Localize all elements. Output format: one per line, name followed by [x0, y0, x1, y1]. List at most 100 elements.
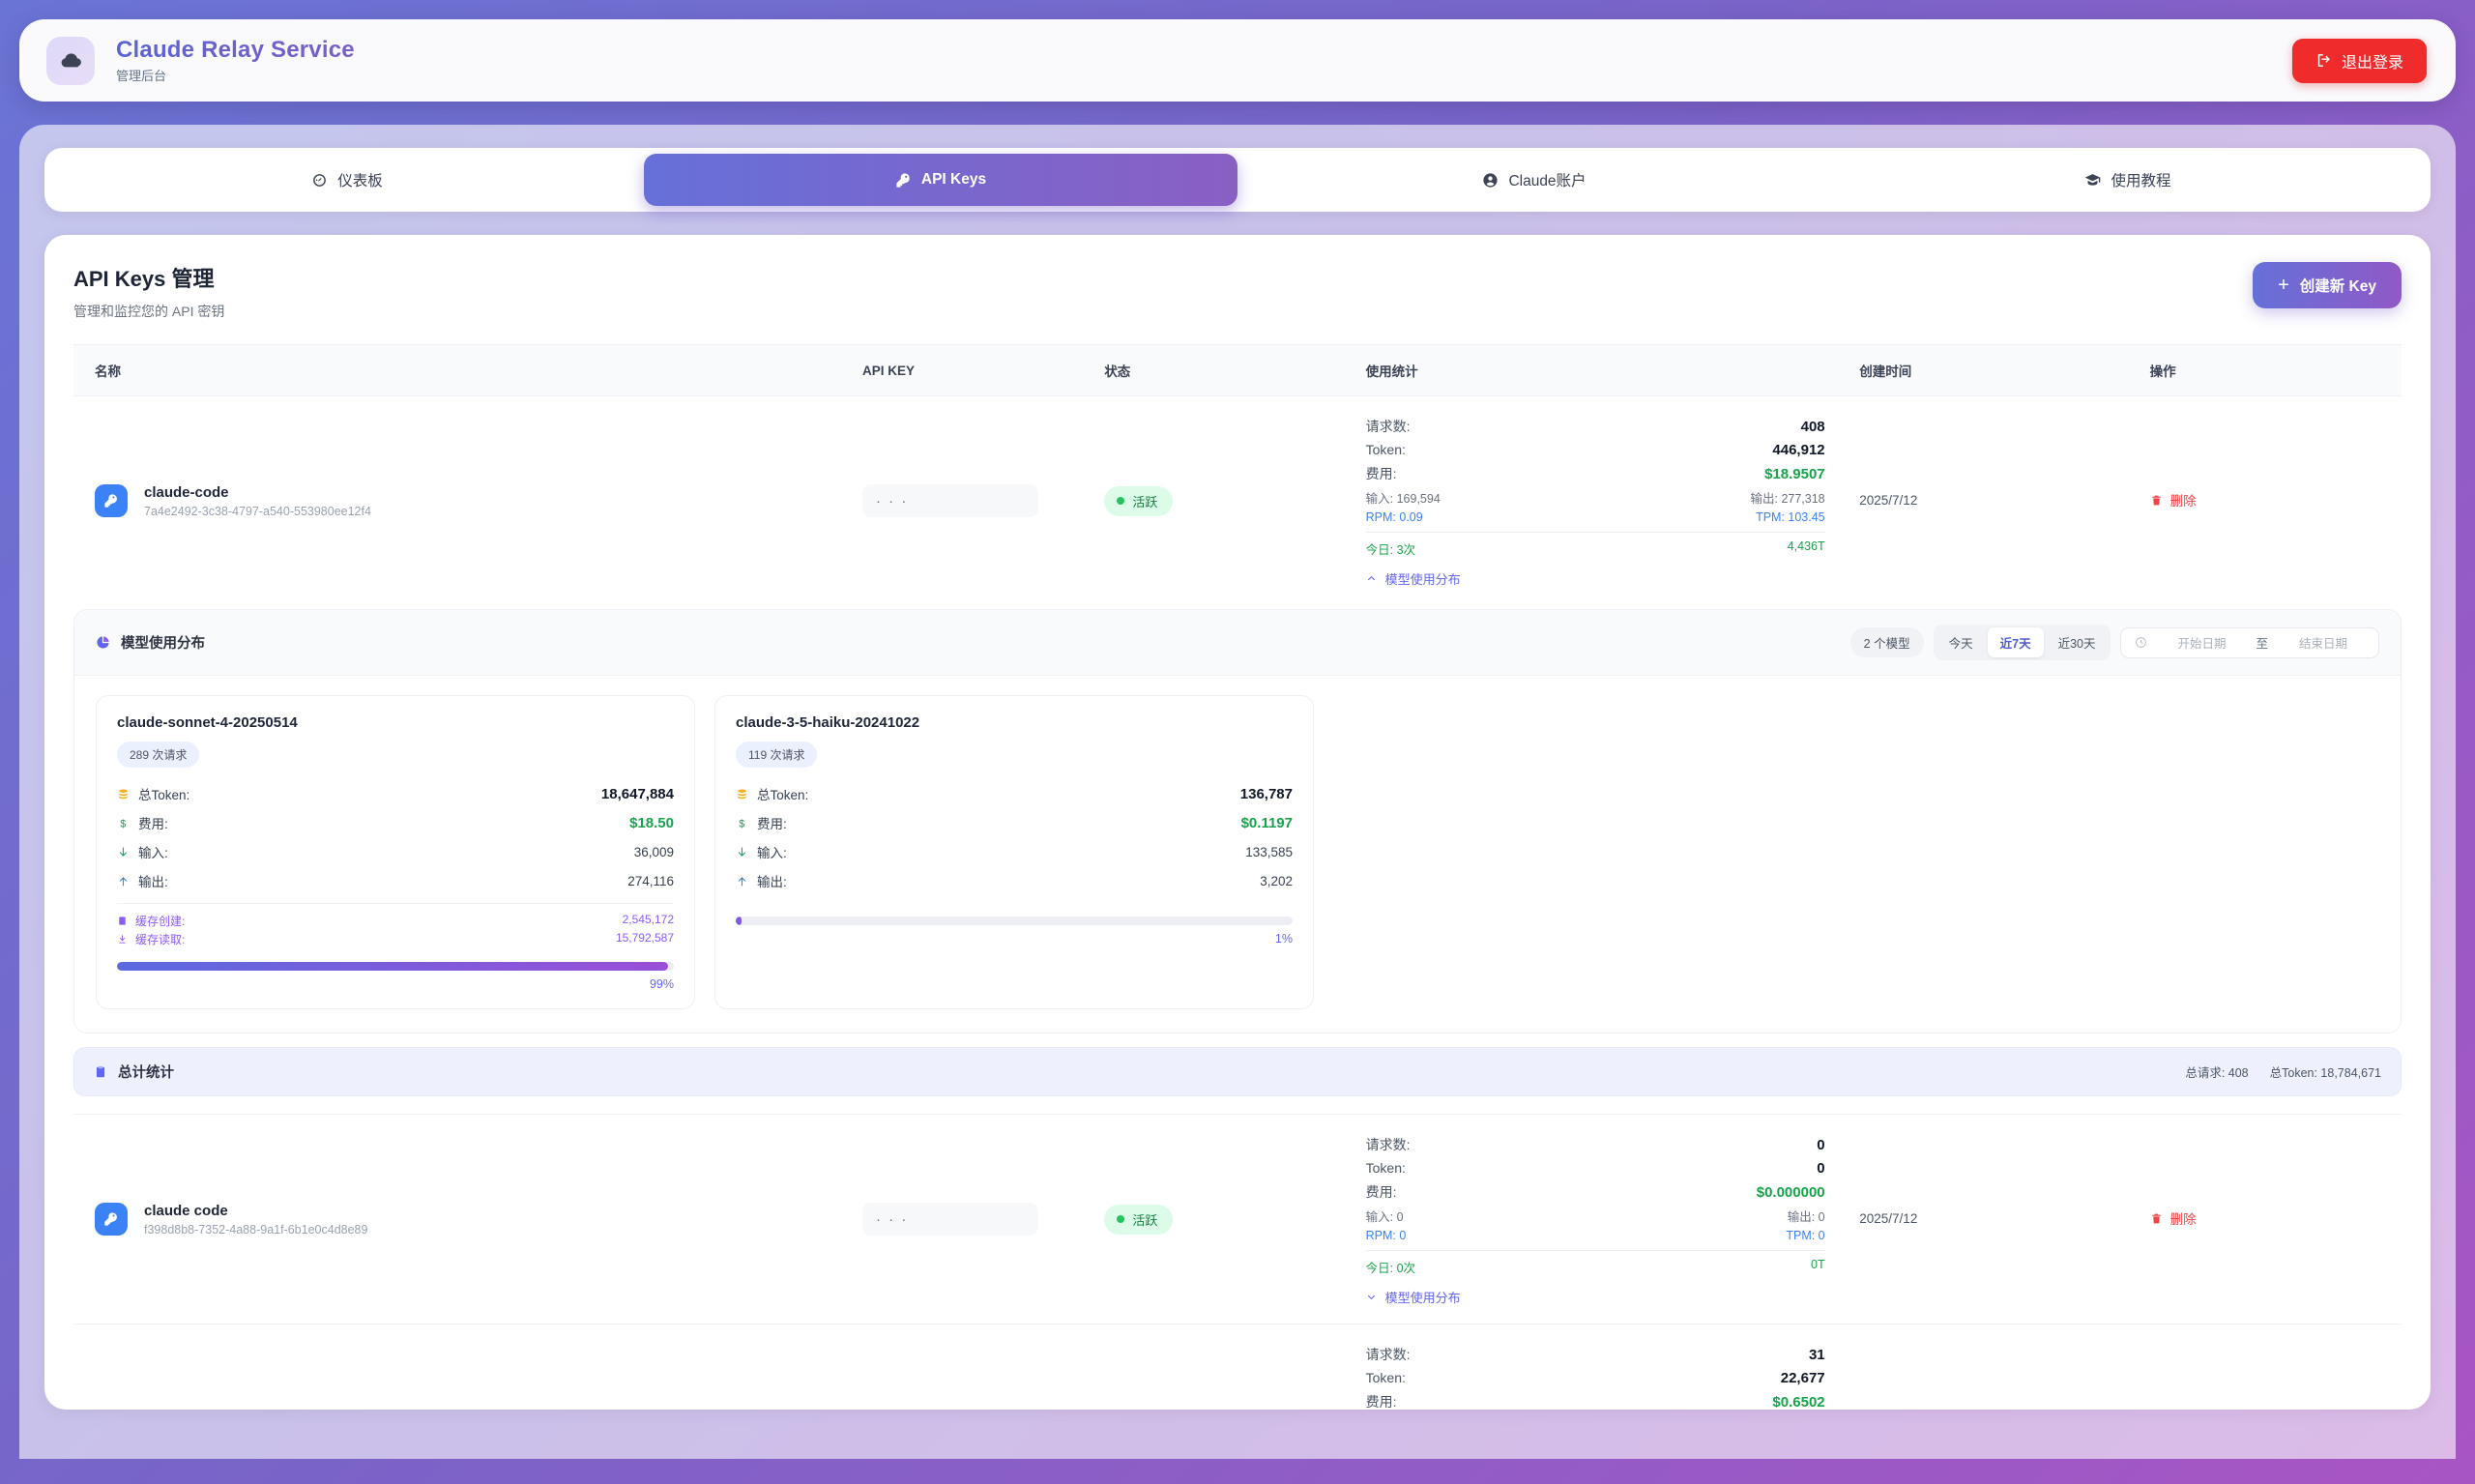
delete-button[interactable]: 删除 [2150, 490, 2197, 509]
usage-stats: 请求数:31 Token:22,677 费用:$0.6502 输入: 1,349… [1366, 1342, 1825, 1410]
rpm-value: RPM: 0.09 [1365, 510, 1423, 524]
range-selector: 今天 近7天 近30天 [1933, 625, 2111, 660]
model-count-badge: 2 个模型 [1849, 627, 1924, 657]
total-requests: 总请求: 408 [2185, 1066, 2249, 1080]
create-key-button[interactable]: + 创建新 Key [2253, 262, 2402, 308]
arrow-up-icon [738, 876, 746, 886]
total-token-label: 总Token: [757, 788, 809, 802]
usage-percent: 99% [649, 977, 674, 991]
end-date-input[interactable]: 结束日期 [2298, 637, 2347, 651]
column-status: 状态 [1104, 344, 1366, 396]
key-identity: claude code f398d8b8-7352-4a88-9a1f-6b1e… [73, 1203, 862, 1237]
cache-create-label: 缓存创建: [135, 915, 186, 928]
tab-tutorial[interactable]: 使用教程 [1831, 154, 2425, 206]
requests-label: 请求数: [1365, 1347, 1411, 1362]
status-badge: 活跃 [1104, 1204, 1174, 1235]
page-subtitle: 管理和监控您的 API 密钥 [73, 304, 225, 319]
cost-label: 费用: [138, 817, 168, 831]
arrow-down-icon [738, 847, 746, 857]
requests-value: 31 [1808, 1347, 1825, 1363]
status-badge: 活跃 [1104, 485, 1174, 516]
column-name: 名称 [73, 344, 863, 396]
cost-value: $0.6502 [1772, 1394, 1825, 1410]
status-dot-icon [1117, 1215, 1125, 1223]
sign-out-icon [2317, 54, 2330, 67]
model-distribution-title: 模型使用分布 [96, 632, 205, 653]
cost-value: $18.9507 [1764, 466, 1825, 482]
model-distribution-toggle-label: 模型使用分布 [1384, 1291, 1461, 1305]
token-value: 446,912 [1772, 442, 1825, 458]
api-keys-table: 名称 API KEY 状态 使用统计 创建时间 操作 [73, 344, 2402, 1410]
gauge-icon [313, 173, 327, 187]
column-usage: 使用统计 [1365, 344, 1860, 396]
apikey-masked-value[interactable]: · · · [862, 1203, 1039, 1236]
model-distribution-toggle[interactable]: 模型使用分布 [1366, 569, 1825, 588]
requests-value: 0 [1817, 1137, 1825, 1153]
logout-button[interactable]: 退出登录 [2291, 38, 2427, 83]
status-label: 活跃 [1132, 494, 1158, 509]
range-7days[interactable]: 近7天 [1987, 627, 2044, 657]
model-distribution-row: 模型使用分布 2 个模型 今天 近7天 近30天 [73, 605, 2402, 1115]
range-today[interactable]: 今天 [1948, 637, 1973, 651]
title-block: API Keys 管理 管理和监控您的 API 密钥 [73, 262, 224, 321]
key-id: 7a4e2492-3c38-4797-a540-553980ee12f4 [144, 504, 371, 518]
svg-text:$: $ [739, 818, 744, 829]
output-value: 274,116 [627, 873, 674, 888]
delete-button[interactable]: 删除 [2150, 1208, 2197, 1228]
coins-icon [738, 789, 746, 799]
start-date-input[interactable]: 开始日期 [2177, 637, 2227, 651]
table-row[interactable]: claude-code 7a4e2492-3c38-4797-a540-5539… [73, 396, 2402, 606]
cost-label: 费用: [1365, 1184, 1397, 1200]
output-tokens: 输出: 277,318 [1750, 492, 1825, 506]
brand-title: Claude Relay Service [116, 36, 355, 63]
today-requests: 今日: 0次 [1365, 1262, 1416, 1275]
apikey-masked-value[interactable]: · · · [862, 484, 1039, 517]
input-label: 输入: [757, 846, 787, 860]
cost-value: $0.1197 [1240, 814, 1293, 831]
totals-title: 总计统计 [94, 1062, 174, 1082]
pie-chart-icon [97, 636, 109, 649]
token-label: Token: [1365, 1370, 1406, 1385]
table-row[interactable]: aaa 50dd6db8-4df0-4d8e-a12b-95afb6e6fbcc… [73, 1324, 2402, 1410]
tab-claude-accounts[interactable]: Claude账户 [1238, 154, 1831, 206]
key-icon [95, 1203, 128, 1236]
tpm-value: TPM: 0 [1786, 1229, 1825, 1242]
cache-stats: 缓存创建: 2,545,172 缓存读取: 15,792,587 [117, 903, 674, 948]
table-row[interactable]: claude code f398d8b8-7352-4a88-9a1f-6b1e… [73, 1114, 2402, 1324]
arrow-up-icon [119, 876, 128, 886]
status-label: 活跃 [1132, 1212, 1158, 1228]
model-distribution-toggle-label: 模型使用分布 [1384, 572, 1461, 587]
svg-text:$: $ [120, 818, 126, 829]
tab-dashboard[interactable]: 仪表板 [50, 154, 644, 206]
table-header: 名称 API KEY 状态 使用统计 创建时间 操作 [73, 344, 2402, 396]
page-title: API Keys 管理 [73, 267, 215, 291]
key-id: f398d8b8-7352-4a88-9a1f-6b1e0c4d8e89 [144, 1222, 368, 1237]
total-token-label: 总Token: [138, 788, 190, 802]
range-30days[interactable]: 近30天 [2057, 637, 2096, 651]
tpm-value: TPM: 103.45 [1756, 510, 1825, 524]
trash-icon [2151, 495, 2161, 506]
table-body: claude-code 7a4e2492-3c38-4797-a540-5539… [73, 396, 2402, 1410]
cost-label: 费用: [1365, 1394, 1397, 1410]
usage-stats: 请求数: 0 Token: 0 费用: $0.000000 输入: 0 输出: 0 RP… [1365, 1132, 1825, 1306]
card-header: API Keys 管理 管理和监控您的 API 密钥 + 创建新 Key [73, 262, 2402, 321]
app-header: Claude Relay Service 管理后台 退出登录 [19, 19, 2456, 102]
cache-read-label: 缓存读取: [135, 933, 186, 946]
date-range-separator: 至 [2256, 637, 2268, 651]
today-tokens: 0T [1811, 1258, 1825, 1271]
tab-api-keys[interactable]: API Keys [644, 154, 1238, 206]
total-token-value: 18,647,884 [600, 785, 674, 802]
clock-icon [2136, 637, 2147, 648]
requests-label: 请求数: [1365, 1137, 1411, 1152]
model-distribution-toggle[interactable]: 模型使用分布 [1366, 1288, 1825, 1306]
graduation-cap-icon [2085, 173, 2101, 186]
plus-icon: + [2278, 275, 2289, 296]
tab-claude-accounts-label: Claude账户 [1508, 173, 1587, 189]
key-identity: claude-code 7a4e2492-3c38-4797-a540-5539… [73, 484, 862, 518]
key-name: claude code [144, 1202, 228, 1219]
token-value: 22,677 [1780, 1370, 1825, 1386]
output-label: 输出: [757, 875, 787, 889]
usage-stats: 请求数: 408 Token: 446,912 费用: $18.9507 输入: 16… [1365, 414, 1825, 588]
date-range-picker[interactable]: 开始日期 至 结束日期 [2120, 626, 2379, 658]
tab-tutorial-label: 使用教程 [2111, 173, 2171, 189]
